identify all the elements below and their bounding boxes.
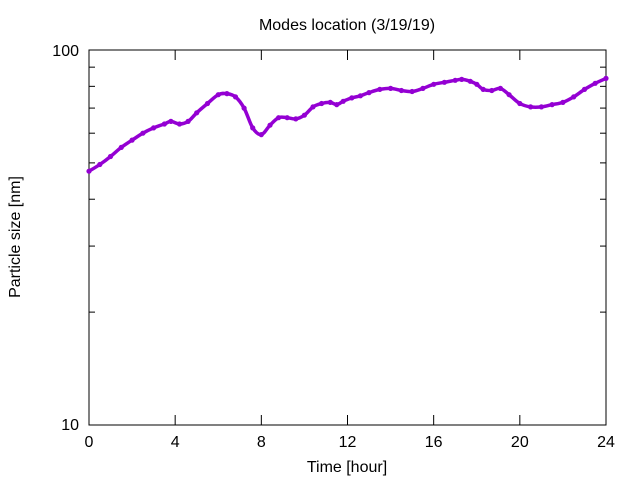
data-point [489,87,495,94]
data-point [319,100,325,107]
data-point [528,104,534,110]
data-point [603,75,609,81]
data-point [517,100,523,107]
data-point [151,125,157,131]
y-tick-label-100: 100 [52,43,79,60]
data-point [340,98,346,104]
data-point [409,88,415,95]
data-point [480,86,486,92]
data-point [441,79,447,85]
data-point [276,115,282,121]
x-tick-label: 8 [257,434,266,451]
data-point [452,77,458,83]
data-point [581,86,588,92]
data-point [474,81,480,87]
data-point [107,153,114,160]
y-minor-ticks [89,49,606,426]
data-point [250,125,256,131]
data-point [560,99,566,105]
data-point [506,92,512,98]
x-tick-label: 16 [425,434,443,451]
data-point [357,93,363,99]
data-point [232,94,239,100]
data-point [168,118,174,124]
data-point [549,102,555,108]
data-point [571,94,577,100]
data-point [366,90,372,96]
data-point [377,86,383,92]
data-point [224,91,230,97]
data-point [97,161,103,168]
data-point [334,102,340,108]
data-point [349,95,355,101]
data-point [293,116,299,122]
x-axis-label: Time [hour] [307,459,387,476]
data-point [497,85,503,91]
data-point [267,122,273,128]
data-point [310,104,316,110]
data-point [204,100,211,107]
y-tick-label-10: 10 [61,417,79,434]
data-point [258,132,264,138]
x-axis-ticks: 0 4 8 12 16 20 24 [85,50,615,451]
x-tick-label: 4 [171,434,180,451]
data-point [86,168,92,174]
data-point [194,110,200,116]
data-point [176,121,183,127]
data-point [398,87,404,94]
chart-title: Modes location (3/19/19) [259,17,435,34]
x-tick-label: 12 [339,434,357,451]
data-point [459,76,465,82]
data-point [301,112,307,118]
data-point [538,104,545,110]
data-point [129,137,135,143]
x-tick-label: 0 [85,434,94,451]
series-points [86,75,609,174]
data-point [388,85,394,91]
data-point [185,118,191,124]
data-point [140,130,146,136]
data-point [327,99,333,105]
x-tick-label: 24 [597,434,615,451]
x-tick-label: 20 [511,434,529,451]
data-point [241,105,247,111]
data-point [467,78,473,84]
data-point [161,121,167,127]
y-axis-label: Particle size [nm] [7,176,24,298]
data-point [215,92,221,98]
data-point [284,115,290,121]
data-point [118,144,124,150]
data-point [592,80,598,86]
data-point [420,85,426,91]
data-point [431,81,437,87]
